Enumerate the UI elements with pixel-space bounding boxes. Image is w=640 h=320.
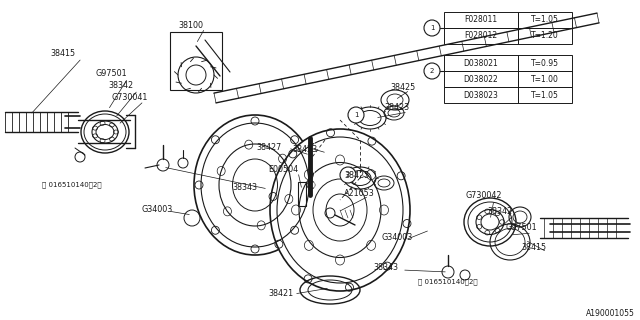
Bar — [170, 32, 222, 90]
Text: 1: 1 — [354, 112, 358, 118]
Text: 38423: 38423 — [292, 146, 317, 155]
Circle shape — [424, 20, 440, 36]
Text: 38343: 38343 — [373, 263, 398, 273]
Text: A190001055: A190001055 — [586, 309, 635, 318]
Circle shape — [348, 107, 364, 123]
Text: G97501: G97501 — [505, 223, 536, 233]
Text: 38427: 38427 — [256, 142, 281, 151]
Text: G97501: G97501 — [95, 69, 127, 78]
Text: 38423: 38423 — [384, 103, 409, 113]
Text: 38342: 38342 — [108, 82, 133, 91]
Bar — [518, 28, 572, 44]
Text: 38421: 38421 — [268, 290, 293, 299]
Bar — [518, 12, 572, 28]
Bar — [518, 55, 572, 71]
Circle shape — [424, 63, 440, 79]
Text: 38425: 38425 — [344, 172, 369, 180]
Text: G730041: G730041 — [112, 93, 148, 102]
Text: 38343: 38343 — [232, 183, 257, 193]
Text: 38415: 38415 — [50, 50, 75, 59]
Text: 2: 2 — [430, 68, 434, 74]
Text: 2: 2 — [346, 172, 350, 178]
Text: 38100: 38100 — [178, 20, 203, 29]
Bar — [444, 28, 518, 44]
Ellipse shape — [270, 129, 410, 291]
Text: A21053: A21053 — [344, 188, 375, 197]
Text: T=1.05: T=1.05 — [531, 91, 559, 100]
Bar — [444, 55, 518, 71]
Text: 38342: 38342 — [487, 206, 512, 215]
Bar — [444, 87, 518, 103]
Circle shape — [340, 167, 356, 183]
Text: 38415: 38415 — [521, 244, 546, 252]
Text: F028011: F028011 — [465, 15, 497, 25]
Text: G34003: G34003 — [382, 234, 413, 243]
Text: G730042: G730042 — [466, 191, 502, 201]
Bar — [444, 71, 518, 87]
Text: 1: 1 — [429, 25, 435, 31]
Text: D038021: D038021 — [463, 59, 499, 68]
Text: T=1.00: T=1.00 — [531, 75, 559, 84]
Ellipse shape — [194, 115, 316, 255]
Text: T=1.05: T=1.05 — [531, 15, 559, 25]
Text: 38425: 38425 — [390, 83, 415, 92]
Text: Ⓑ 016510140（2）: Ⓑ 016510140（2） — [42, 182, 102, 188]
Bar — [518, 71, 572, 87]
Bar — [298, 182, 306, 206]
Ellipse shape — [464, 198, 516, 246]
Text: T=1.20: T=1.20 — [531, 31, 559, 41]
Text: F028012: F028012 — [465, 31, 497, 41]
Text: D038022: D038022 — [463, 75, 499, 84]
Text: E00504: E00504 — [268, 165, 298, 174]
Text: D038023: D038023 — [463, 91, 499, 100]
Bar — [518, 87, 572, 103]
Text: Ⓑ 016510140（2）: Ⓑ 016510140（2） — [418, 279, 477, 285]
Text: G34003: G34003 — [142, 205, 173, 214]
Bar — [444, 12, 518, 28]
Text: T=0.95: T=0.95 — [531, 59, 559, 68]
